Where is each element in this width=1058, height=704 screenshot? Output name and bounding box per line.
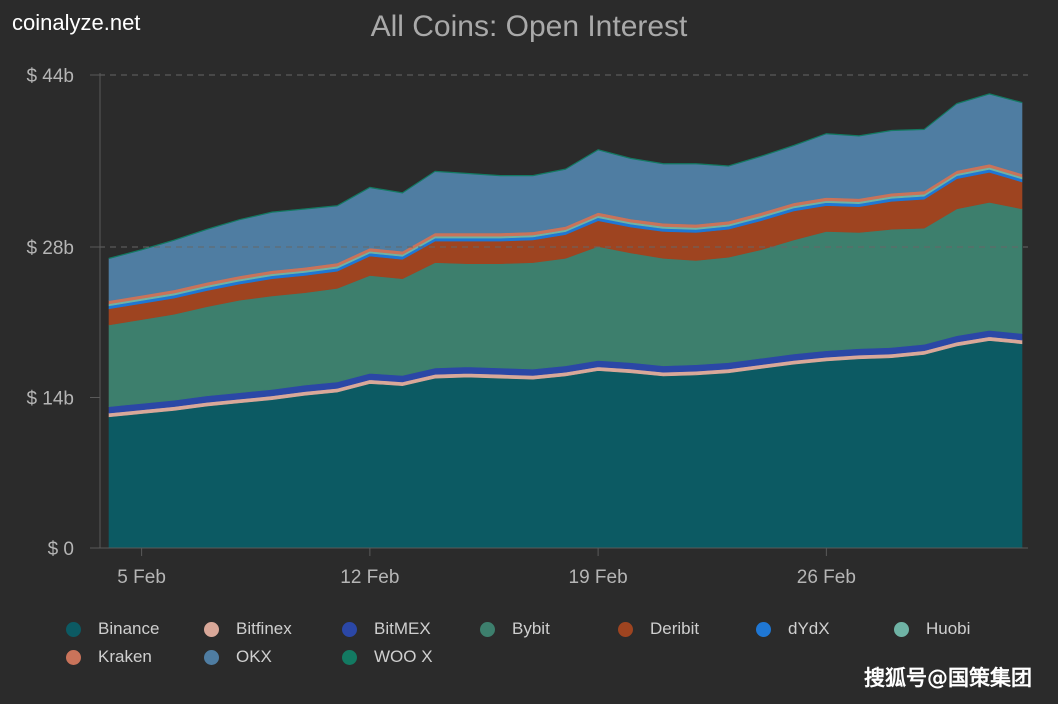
legend-item-dydx[interactable]: dYdX (756, 618, 894, 640)
legend-label: Bitfinex (236, 619, 292, 638)
legend-swatch (66, 649, 81, 665)
legend-swatch (204, 649, 219, 665)
x-tick-label: 19 Feb (569, 567, 628, 588)
y-tick-label: $ 44b (26, 66, 74, 87)
legend-item-bybit[interactable]: Bybit (480, 618, 618, 640)
legend-item-binance[interactable]: Binance (66, 618, 204, 640)
legend-item-okx[interactable]: OKX (204, 646, 342, 668)
y-tick-label: $ 14b (26, 389, 74, 410)
legend-item-woo-x[interactable]: WOO X (342, 646, 480, 668)
legend-label: Huobi (926, 619, 971, 638)
legend-label: Deribit (650, 619, 700, 638)
legend-label: Kraken (98, 647, 152, 666)
watermark: 搜狐号@国策集团 (864, 666, 1032, 690)
y-tick-label: $ 28b (26, 238, 74, 259)
legend-swatch (480, 621, 495, 637)
legend-swatch (894, 621, 909, 637)
legend-item-huobi[interactable]: Huobi (894, 618, 1032, 640)
x-tick-label: 5 Feb (117, 567, 166, 588)
site-logo-text: coinalyze.net (12, 10, 141, 35)
legend-swatch (66, 621, 81, 637)
legend-label: Binance (98, 619, 160, 638)
legend-item-kraken[interactable]: Kraken (66, 646, 204, 668)
chart-legend: Binance Bitfinex BitMEX Bybit Deribit dYdX Huo… (66, 618, 1046, 668)
legend-label: BitMEX (374, 619, 431, 638)
y-tick-label: $ 0 (48, 539, 74, 560)
legend-label: OKX (236, 647, 272, 666)
legend-item-bitmex[interactable]: BitMEX (342, 618, 480, 640)
legend-label: dYdX (788, 619, 830, 638)
x-tick-label: 12 Feb (340, 567, 399, 588)
area-series-woo-x (108, 93, 1023, 260)
x-tick-label: 26 Feb (797, 567, 856, 588)
legend-label: WOO X (374, 647, 433, 666)
legend-swatch (756, 621, 771, 637)
chart-title: All Coins: Open Interest (370, 10, 688, 43)
legend-item-deribit[interactable]: Deribit (618, 618, 756, 640)
legend-swatch (342, 649, 357, 665)
legend-swatch (618, 621, 633, 637)
legend-swatch (204, 621, 219, 637)
open-interest-chart: $ 0 $ 14b $ 28b $ 44b 5 Feb 12 Feb 19 Feb 26 F… (26, 66, 1028, 588)
legend-swatch (342, 621, 357, 637)
legend-label: Bybit (512, 619, 550, 638)
legend-item-bitfinex[interactable]: Bitfinex (204, 618, 342, 640)
